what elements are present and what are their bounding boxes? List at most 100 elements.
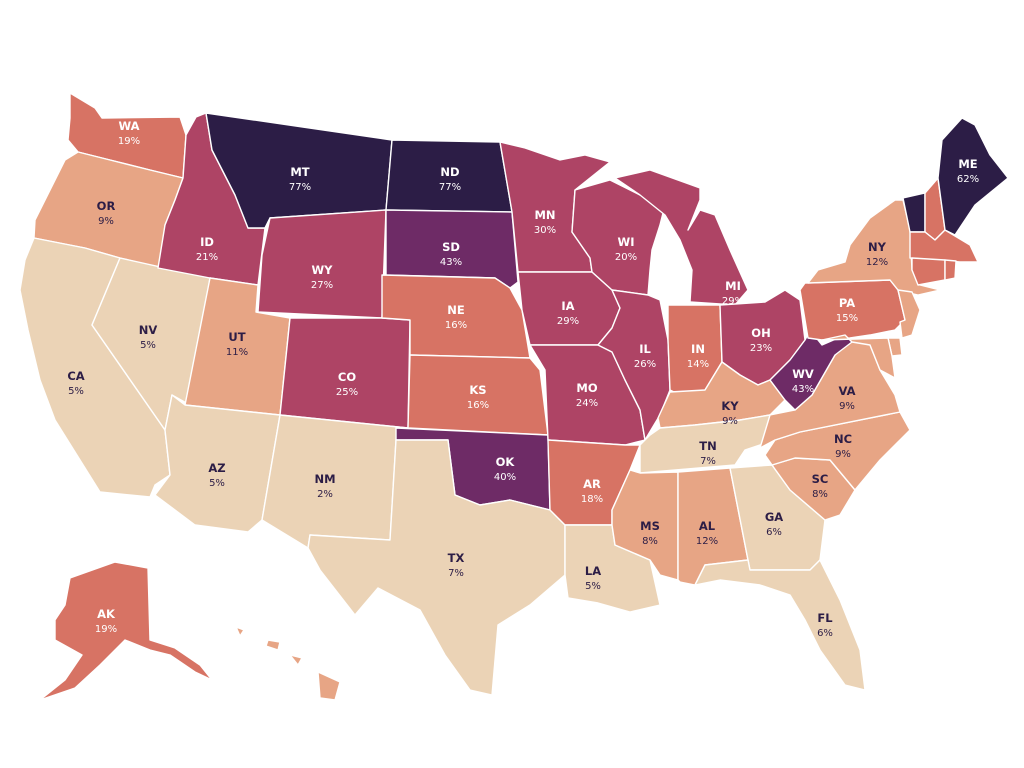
state-value: 19% bbox=[118, 136, 140, 147]
state-label-nm: NM 2% bbox=[314, 472, 335, 500]
state-value: 5% bbox=[585, 581, 601, 592]
state-abbr: ID bbox=[200, 235, 214, 249]
state-value: 7% bbox=[448, 568, 464, 579]
state-label-nv: NV 5% bbox=[139, 323, 158, 351]
state-label-mi: MI 29% bbox=[722, 279, 744, 307]
state-value: 2% bbox=[317, 489, 333, 500]
state-value: 18% bbox=[581, 494, 603, 505]
state-value: 25% bbox=[336, 387, 358, 398]
state-label-wa: WA 19% bbox=[118, 119, 140, 147]
state-nj bbox=[897, 289, 921, 339]
state-ri bbox=[944, 259, 957, 281]
state-mi bbox=[614, 169, 749, 306]
state-abbr: CA bbox=[67, 369, 84, 383]
state-label-az: AZ 5% bbox=[208, 461, 225, 489]
state-abbr: NV bbox=[139, 323, 158, 337]
state-abbr: AL bbox=[699, 519, 716, 533]
state-label-ky: KY 9% bbox=[721, 399, 739, 427]
state-abbr: NC bbox=[834, 432, 852, 446]
state-abbr: AR bbox=[583, 477, 601, 491]
state-abbr: ME bbox=[958, 157, 977, 171]
state-value: 5% bbox=[68, 386, 84, 397]
state-fl bbox=[694, 559, 866, 691]
state-abbr: MT bbox=[290, 165, 309, 179]
state-abbr: FL bbox=[817, 611, 833, 625]
state-label-or: OR 9% bbox=[97, 199, 116, 227]
state-abbr: PA bbox=[839, 296, 855, 310]
state-abbr: AZ bbox=[208, 461, 225, 475]
state-value: 21% bbox=[196, 252, 218, 263]
state-abbr: TX bbox=[448, 551, 465, 565]
state-abbr: WA bbox=[118, 119, 139, 133]
state-value: 5% bbox=[209, 478, 225, 489]
state-abbr: NE bbox=[447, 303, 465, 317]
state-abbr: IN bbox=[691, 342, 705, 356]
state-label-ok: OK 40% bbox=[494, 455, 516, 483]
state-abbr: OH bbox=[751, 326, 770, 340]
state-value: 7% bbox=[700, 456, 716, 467]
state-label-ar: AR 18% bbox=[581, 477, 603, 505]
state-label-ut: UT 11% bbox=[226, 330, 248, 358]
state-value: 29% bbox=[722, 296, 744, 307]
state-abbr: MS bbox=[640, 519, 660, 533]
state-label-id: ID 21% bbox=[196, 235, 218, 263]
state-value: 43% bbox=[440, 257, 462, 268]
state-value: 9% bbox=[835, 449, 851, 460]
state-abbr: MI bbox=[725, 279, 741, 293]
state-value: 24% bbox=[576, 398, 598, 409]
state-value: 8% bbox=[812, 489, 828, 500]
state-value: 6% bbox=[817, 628, 833, 639]
state-value: 12% bbox=[696, 536, 718, 547]
state-label-mn: MN 30% bbox=[534, 208, 556, 236]
state-label-pa: PA 15% bbox=[836, 296, 858, 324]
state-abbr: SD bbox=[442, 240, 460, 254]
state-abbr: OR bbox=[97, 199, 116, 213]
state-value: 15% bbox=[836, 313, 858, 324]
state-ks bbox=[407, 354, 549, 436]
state-abbr: SC bbox=[812, 472, 829, 486]
state-value: 26% bbox=[634, 359, 656, 370]
state-value: 9% bbox=[839, 401, 855, 412]
state-label-sc: SC 8% bbox=[812, 472, 829, 500]
state-value: 8% bbox=[642, 536, 658, 547]
state-value: 5% bbox=[140, 340, 156, 351]
state-value: 40% bbox=[494, 472, 516, 483]
state-me bbox=[937, 117, 1009, 236]
state-abbr: MN bbox=[534, 208, 555, 222]
state-hi bbox=[235, 626, 341, 701]
state-value: 43% bbox=[792, 384, 814, 395]
state-value: 77% bbox=[289, 182, 311, 193]
state-abbr: UT bbox=[228, 330, 245, 344]
state-label-tn: TN 7% bbox=[699, 439, 716, 467]
state-value: 77% bbox=[439, 182, 461, 193]
state-abbr: WI bbox=[618, 235, 635, 249]
state-shapes bbox=[19, 92, 1009, 701]
state-ct bbox=[911, 257, 946, 286]
state-label-fl: FL 6% bbox=[817, 611, 833, 639]
state-abbr: IL bbox=[639, 342, 651, 356]
state-label-wy: WY 27% bbox=[311, 263, 333, 291]
state-ma bbox=[909, 229, 979, 263]
state-abbr: GA bbox=[765, 510, 783, 524]
state-label-ia: IA 29% bbox=[557, 299, 579, 327]
state-value: 30% bbox=[534, 225, 556, 236]
state-value: 29% bbox=[557, 316, 579, 327]
state-value: 20% bbox=[615, 252, 637, 263]
state-abbr: KY bbox=[721, 399, 739, 413]
state-value: 9% bbox=[722, 416, 738, 427]
state-label-mt: MT 77% bbox=[289, 165, 311, 193]
state-value: 19% bbox=[95, 624, 117, 635]
state-label-ny: NY 12% bbox=[866, 240, 888, 268]
state-abbr: WY bbox=[311, 263, 333, 277]
state-abbr: TN bbox=[699, 439, 716, 453]
state-value: 16% bbox=[445, 320, 467, 331]
state-md bbox=[821, 334, 896, 379]
state-abbr: AK bbox=[97, 607, 116, 621]
state-label-oh: OH 23% bbox=[750, 326, 772, 354]
state-abbr: LA bbox=[585, 564, 601, 578]
state-abbr: ND bbox=[440, 165, 459, 179]
state-abbr: NM bbox=[314, 472, 335, 486]
state-abbr: CO bbox=[338, 370, 356, 384]
